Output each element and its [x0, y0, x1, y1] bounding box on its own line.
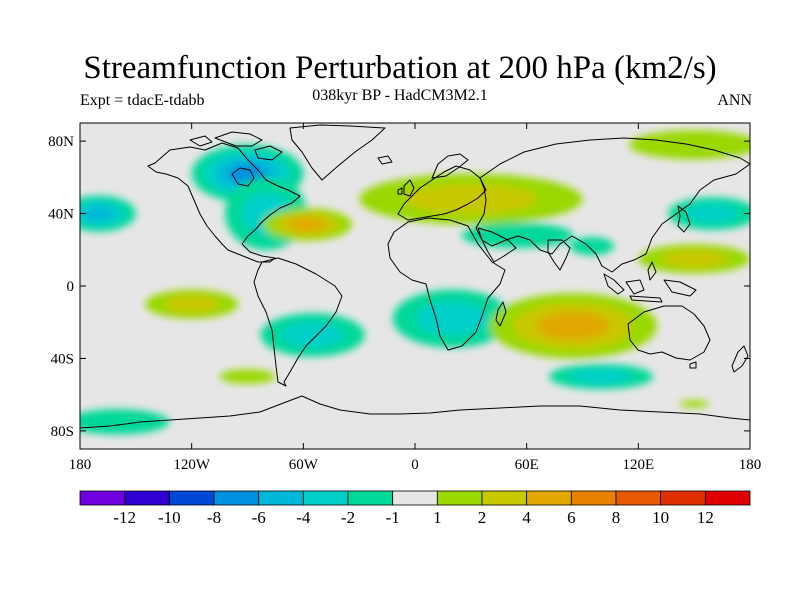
- colorbar-swatch: [570, 490, 617, 506]
- coast-asia: [475, 137, 750, 273]
- x-tick-label: 120E: [622, 457, 654, 473]
- experiment-label: Expt = tdacE-tdabb: [80, 92, 205, 109]
- colorbar-swatch: [660, 490, 706, 506]
- x-tick-label: 60W: [289, 457, 319, 473]
- coast-british-isles: [397, 179, 415, 197]
- colorbar-label: 2: [478, 508, 487, 527]
- coast-africa: [387, 217, 506, 351]
- coast-japan: [677, 205, 691, 233]
- colorbar-swatch: [392, 490, 438, 506]
- colorbar-label: 10: [652, 508, 669, 527]
- map-axes: 180 120W 60W 0 60E 120E 180 80N 40N 0 40S 80S: [48, 123, 761, 473]
- coast-greenland: [289, 124, 386, 181]
- colorbar-swatch: [704, 490, 751, 506]
- coast-antarctica: [80, 395, 750, 429]
- anomaly-e-pacific-high: [163, 295, 220, 313]
- coast-arabia: [477, 227, 517, 263]
- colorbar-label: 1: [433, 508, 442, 527]
- coast-madagascar: [495, 301, 507, 327]
- colorbar-label: 8: [612, 508, 621, 527]
- coast-scandinavia: [431, 153, 469, 179]
- colorbar-swatch: [124, 490, 170, 506]
- anomaly-eurasia-high: [403, 183, 538, 215]
- colorbar-swatch: [347, 490, 394, 506]
- anomaly-s-atlantic-low: [416, 301, 488, 336]
- colorbar-swatch: [213, 490, 260, 506]
- coast-india: [547, 239, 571, 271]
- colorbar-swatch: [436, 490, 483, 506]
- anomaly-nw-pacific-low: [685, 203, 740, 224]
- anomaly-indian-ocean-high: [536, 311, 610, 340]
- period-model-label: 038kyr BP - HadCM3M2.1: [312, 87, 488, 104]
- colorbar-label: 12: [697, 508, 714, 527]
- colorbar-swatch: [168, 490, 215, 506]
- colorbar-swatch: [615, 490, 662, 506]
- colorbar-label: -2: [341, 508, 355, 527]
- coast-south-america: [253, 257, 343, 387]
- season-label: ANN: [717, 92, 752, 109]
- anomaly-field: [80, 130, 750, 435]
- colorbar-swatch: [481, 490, 528, 506]
- coast-iceland: [377, 155, 393, 165]
- colorbar-label: 6: [567, 508, 576, 527]
- anomaly-antarctic-small-high: [679, 400, 710, 408]
- anomaly-asia-low: [569, 237, 615, 256]
- colorbar-swatch: [526, 490, 572, 506]
- coast-hudson-bay: [231, 167, 255, 187]
- y-tick-label: 80N: [48, 134, 74, 150]
- anomaly-w-pacific-high: [660, 250, 728, 268]
- colorbar: -12 -10 -8 -6 -4 -2 -1 1 2 4 6 8 10 12: [79, 490, 751, 527]
- anomaly-w-atlantic-high: [287, 217, 327, 232]
- coast-tasmania: [689, 361, 697, 369]
- anomaly-middle-east-low: [461, 222, 574, 248]
- colorbar-swatch: [302, 490, 349, 506]
- colorbar-label: -1: [386, 508, 400, 527]
- colorbar-label: 4: [522, 508, 531, 527]
- x-tick-label: 180: [739, 457, 762, 473]
- anomaly-s-pacific-high: [219, 369, 276, 384]
- coastlines: [80, 124, 750, 429]
- anomaly-n-pacific-low: [82, 205, 115, 222]
- anomaly-antarctic-pacific-low: [80, 409, 170, 435]
- colorbar-label: -6: [252, 508, 266, 527]
- colorbar-label: -12: [113, 508, 136, 527]
- coast-new-zealand: [731, 345, 749, 373]
- colorbar-label: -10: [158, 508, 181, 527]
- colorbar-label: -4: [296, 508, 311, 527]
- y-tick-label: 40S: [51, 351, 74, 367]
- coast-australia: [627, 305, 711, 361]
- x-tick-label: 180: [69, 457, 92, 473]
- anomaly-s-america-low: [281, 321, 344, 348]
- y-tick-label: 40N: [48, 207, 74, 223]
- coast-europe: [397, 165, 487, 221]
- colorbar-swatch: [79, 490, 126, 506]
- chart-title: Streamfunction Perturbation at 200 hPa (…: [83, 50, 717, 86]
- coast-arctic-islands: [189, 131, 283, 161]
- anomaly-arctic-high: [629, 130, 750, 160]
- x-tick-label: 60E: [515, 457, 539, 473]
- map-background: [80, 123, 750, 449]
- y-tick-label: 0: [67, 279, 75, 295]
- coast-north-america: [147, 142, 301, 263]
- coast-indonesia: [603, 261, 697, 303]
- x-tick-label: 0: [411, 457, 419, 473]
- y-tick-label: 80S: [51, 424, 74, 440]
- colorbar-label: -8: [207, 508, 221, 527]
- anomaly-southern-ocean-low: [569, 368, 633, 385]
- colorbar-swatch: [258, 490, 304, 506]
- x-tick-label: 120W: [173, 457, 211, 473]
